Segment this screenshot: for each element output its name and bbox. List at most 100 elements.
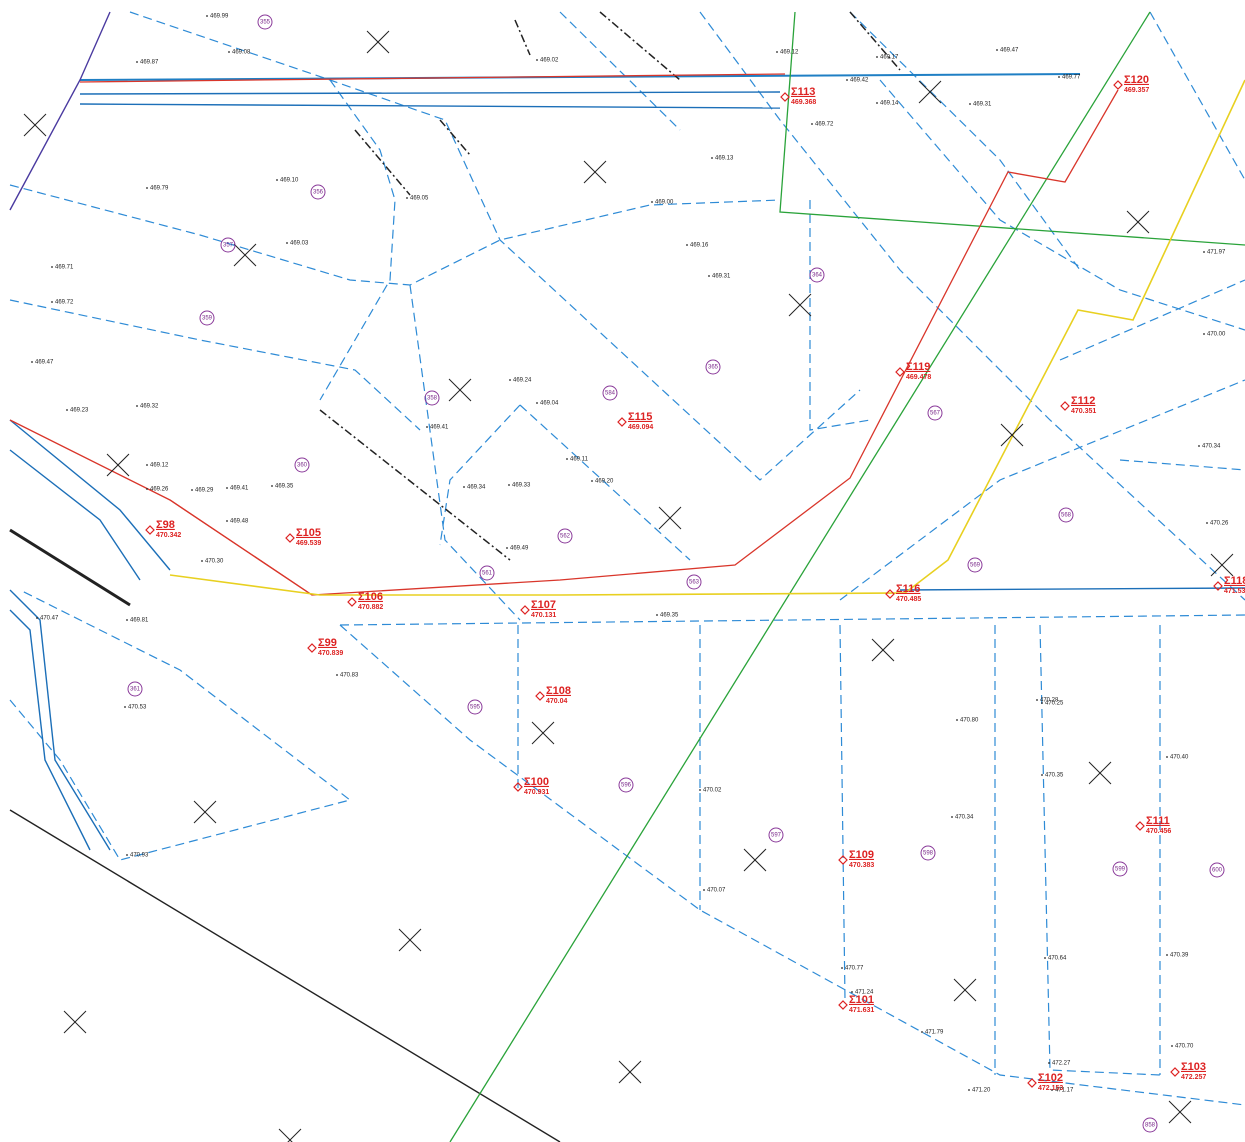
spot-dot [201,560,203,562]
spot-dot [591,480,593,482]
spot-dot [699,789,701,791]
spot-dot [969,103,971,105]
spot-elevation: 470.07 [707,888,726,894]
cross [63,1010,87,1034]
station-marker [347,597,357,607]
spot-elevation: 471.79 [925,1030,944,1036]
parcel-circle [199,310,215,326]
parcel-number: 365 [708,365,719,371]
spot-elevation: 469.00 [655,200,674,206]
spot-elevation: 470.30 [205,559,224,565]
spot-elevation: 471.97 [1207,250,1226,256]
station-marker [307,643,317,653]
cross [448,378,472,402]
spot-elevation: 469.04 [540,401,559,407]
green-lines [449,11,1245,1142]
spot-dot [956,719,958,721]
spot-dot [276,179,278,181]
spot-dot [1036,699,1038,701]
cross [233,243,257,267]
cross [23,113,47,137]
spot-dot [851,991,853,993]
cross [1168,1100,1192,1124]
cross [788,293,812,317]
spot-dot [1041,774,1043,776]
parcel-number: 359 [202,316,213,322]
station-marker [1135,821,1145,831]
station-marker [838,1000,848,1010]
station-elevation: 472.257 [1181,1074,1206,1081]
spot-elevation: 469.31 [712,274,731,280]
spot-elevation: 469.11 [570,457,589,463]
parcel-circle [927,405,943,421]
station-marker [1060,401,1070,411]
station-label: Σ109 [849,849,874,861]
parcel-circle [618,777,634,793]
spot-dot [336,674,338,676]
spot-dot [776,51,778,53]
spot-dot [1041,702,1043,704]
spot-elevation: 469.71 [55,265,74,271]
cross [278,1128,293,1142]
parcel-circle [479,565,495,581]
spot-dot [536,59,538,61]
spot-dot [31,361,33,363]
station-elevation: 470.485 [896,596,921,603]
spot-dot [406,197,408,199]
station-elevation: 470.342 [156,532,181,539]
spot-elevation: 469.72 [815,122,834,128]
station-label: Σ116 [896,583,920,595]
parcel-number: 355 [260,20,271,26]
cross [1000,423,1024,447]
spot-elevation: 469.32 [140,404,159,410]
station-marker [145,525,155,535]
spot-elevation: 469.49 [510,546,529,552]
station-marker [1027,1078,1037,1088]
cross [1210,553,1234,577]
parcel-number: 364 [812,273,823,279]
red-traverse [9,73,1119,596]
station-marker [513,782,523,792]
station-elevation: 470.839 [318,650,343,657]
station-marker [1213,581,1223,591]
station-elevation: 470.931 [524,789,549,796]
parcel-circle [602,385,618,401]
spot-dot [1166,954,1168,956]
spot-dot [271,485,273,487]
spot-dot [136,61,138,63]
spot-elevation: 470.93 [130,853,149,859]
station-label: Σ120 [1124,74,1149,86]
parcel-circle [467,699,483,715]
spot-dot [508,484,510,486]
spot-dot [1048,1062,1050,1064]
spot-elevation: 469.33 [512,483,531,489]
spot-elevation: 469.35 [275,484,294,490]
spot-dot [1171,1045,1173,1047]
parcel-circle [1112,861,1128,877]
station-label: Σ98 [156,519,175,531]
station-label: Σ105 [296,527,321,539]
spot-dot [146,187,148,189]
spot-dot [996,49,998,51]
parcel-number: 568 [1061,513,1072,519]
spot-elevation: 469.10 [280,178,299,184]
parcel-number: 584 [605,391,616,397]
spot-dot [51,266,53,268]
spot-elevation: 469.42 [850,78,869,84]
spot-elevation: 469.81 [130,618,149,624]
spot-dot [921,1031,923,1033]
station-label: Σ101 [849,994,874,1006]
station-elevation: 470.383 [849,862,874,869]
spot-dot [651,201,653,203]
spot-elevation: 470.39 [1170,953,1189,959]
parcel-circle [127,681,143,697]
spot-elevation: 470.40 [1170,755,1189,761]
spot-elevation: 469.23 [70,408,89,414]
spot-dot [968,1089,970,1091]
parcel-number: 595 [470,705,481,711]
spot-dot [703,889,705,891]
spot-dot [656,614,658,616]
station-label: Σ108 [546,685,571,697]
station-label: Σ100 [524,776,549,788]
spot-elevation: 470.80 [960,718,979,724]
